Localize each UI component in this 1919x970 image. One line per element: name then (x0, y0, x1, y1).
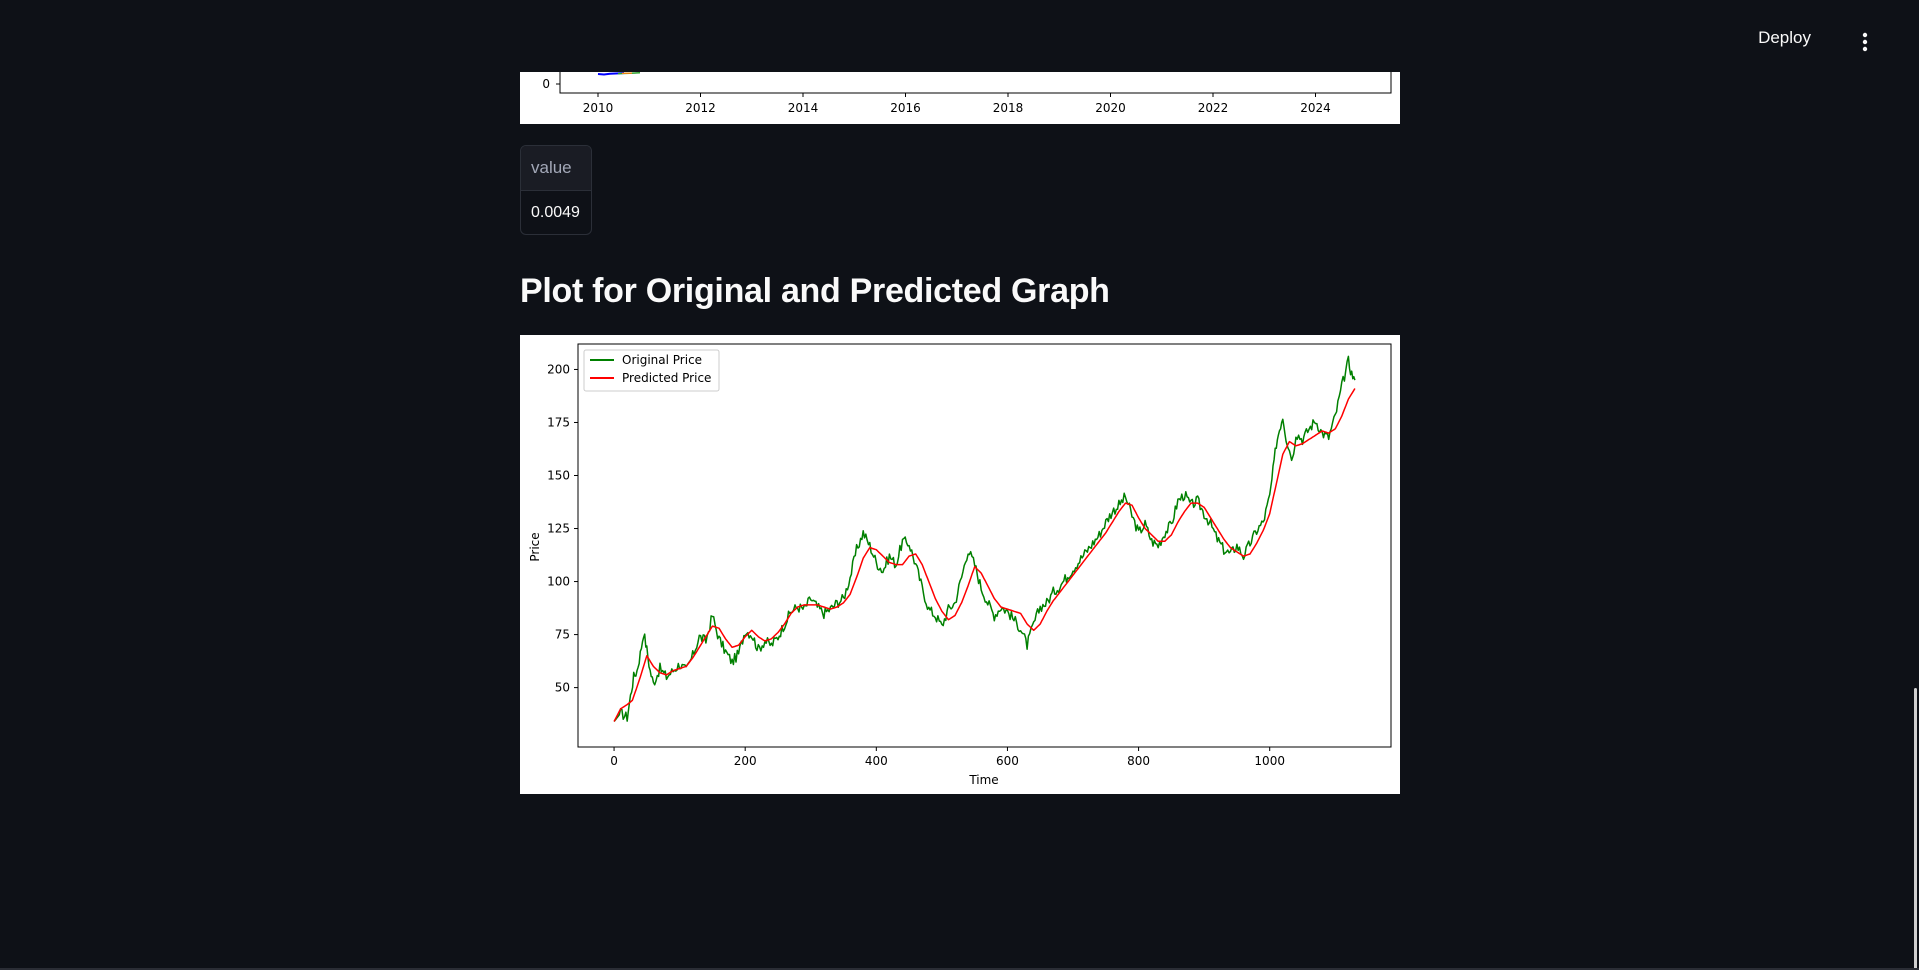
x-tick-label: 0 (610, 754, 618, 768)
app-header: Deploy (0, 0, 1919, 72)
legend-box (583, 349, 720, 392)
y-tick-label: 75 (555, 628, 570, 642)
x-tick-label: 2022 (1198, 101, 1229, 115)
column-header-value[interactable]: value (521, 146, 591, 191)
x-tick-label: 2018 (993, 101, 1024, 115)
x-tick-label: 2016 (890, 101, 921, 115)
legend: Original Price Predicted Price (583, 349, 720, 392)
x-tick-label: 2012 (685, 101, 716, 115)
previous-chart-svg: 0 2010 2012 2014 2016 2018 2020 2022 2024 (542, 72, 1392, 115)
legend-label-predicted: Predicted Price (622, 371, 711, 385)
x-tick-label: 400 (865, 754, 888, 768)
series-line-original-price (613, 355, 1356, 722)
x-tick-label: 800 (1127, 754, 1150, 768)
y-tick-label: 200 (547, 362, 570, 376)
price-chart-svg: 0 200 400 600 800 1000 50 75 100 125 150 175 200 Ti… (528, 343, 1392, 787)
y-tick-label: 50 (555, 681, 570, 695)
page-scrollbar[interactable] (1914, 688, 1917, 970)
x-axis-label: Time (968, 773, 998, 787)
x-tick-label: 2020 (1095, 101, 1126, 115)
kebab-vertical-icon[interactable] (1855, 26, 1875, 58)
price-chart-figure: 0 200 400 600 800 1000 50 75 100 125 150 175 200 Ti… (520, 335, 1400, 794)
metric-value-cell[interactable]: 0.0049 (531, 204, 580, 221)
legend-label-original: Original Price (622, 353, 702, 367)
x-tick-label: 1000 (1254, 754, 1285, 768)
y-axis-label: Price (528, 532, 542, 561)
y-tick-label: 150 (547, 469, 570, 483)
x-tick-label: 2014 (788, 101, 819, 115)
x-tick-label: 2010 (583, 101, 614, 115)
y-tick-label: 0 (542, 77, 550, 91)
section-title: Plot for Original and Predicted Graph (520, 272, 1110, 310)
x-tick-label: 200 (734, 754, 757, 768)
y-tick-label: 100 (547, 575, 570, 589)
metric-dataframe[interactable]: value 0.0049 (520, 145, 592, 235)
x-tick-label: 600 (996, 754, 1019, 768)
bottom-divider (0, 968, 1919, 970)
y-tick-label: 175 (547, 415, 570, 429)
y-tick-label: 125 (547, 522, 570, 536)
deploy-button[interactable]: Deploy (1758, 28, 1811, 47)
series-line-predicted-price (613, 388, 1356, 722)
x-tick-label: 2024 (1300, 101, 1331, 115)
plot-frame (577, 343, 1392, 748)
previous-chart-figure: 0 2010 2012 2014 2016 2018 2020 2022 2024 (520, 72, 1400, 124)
